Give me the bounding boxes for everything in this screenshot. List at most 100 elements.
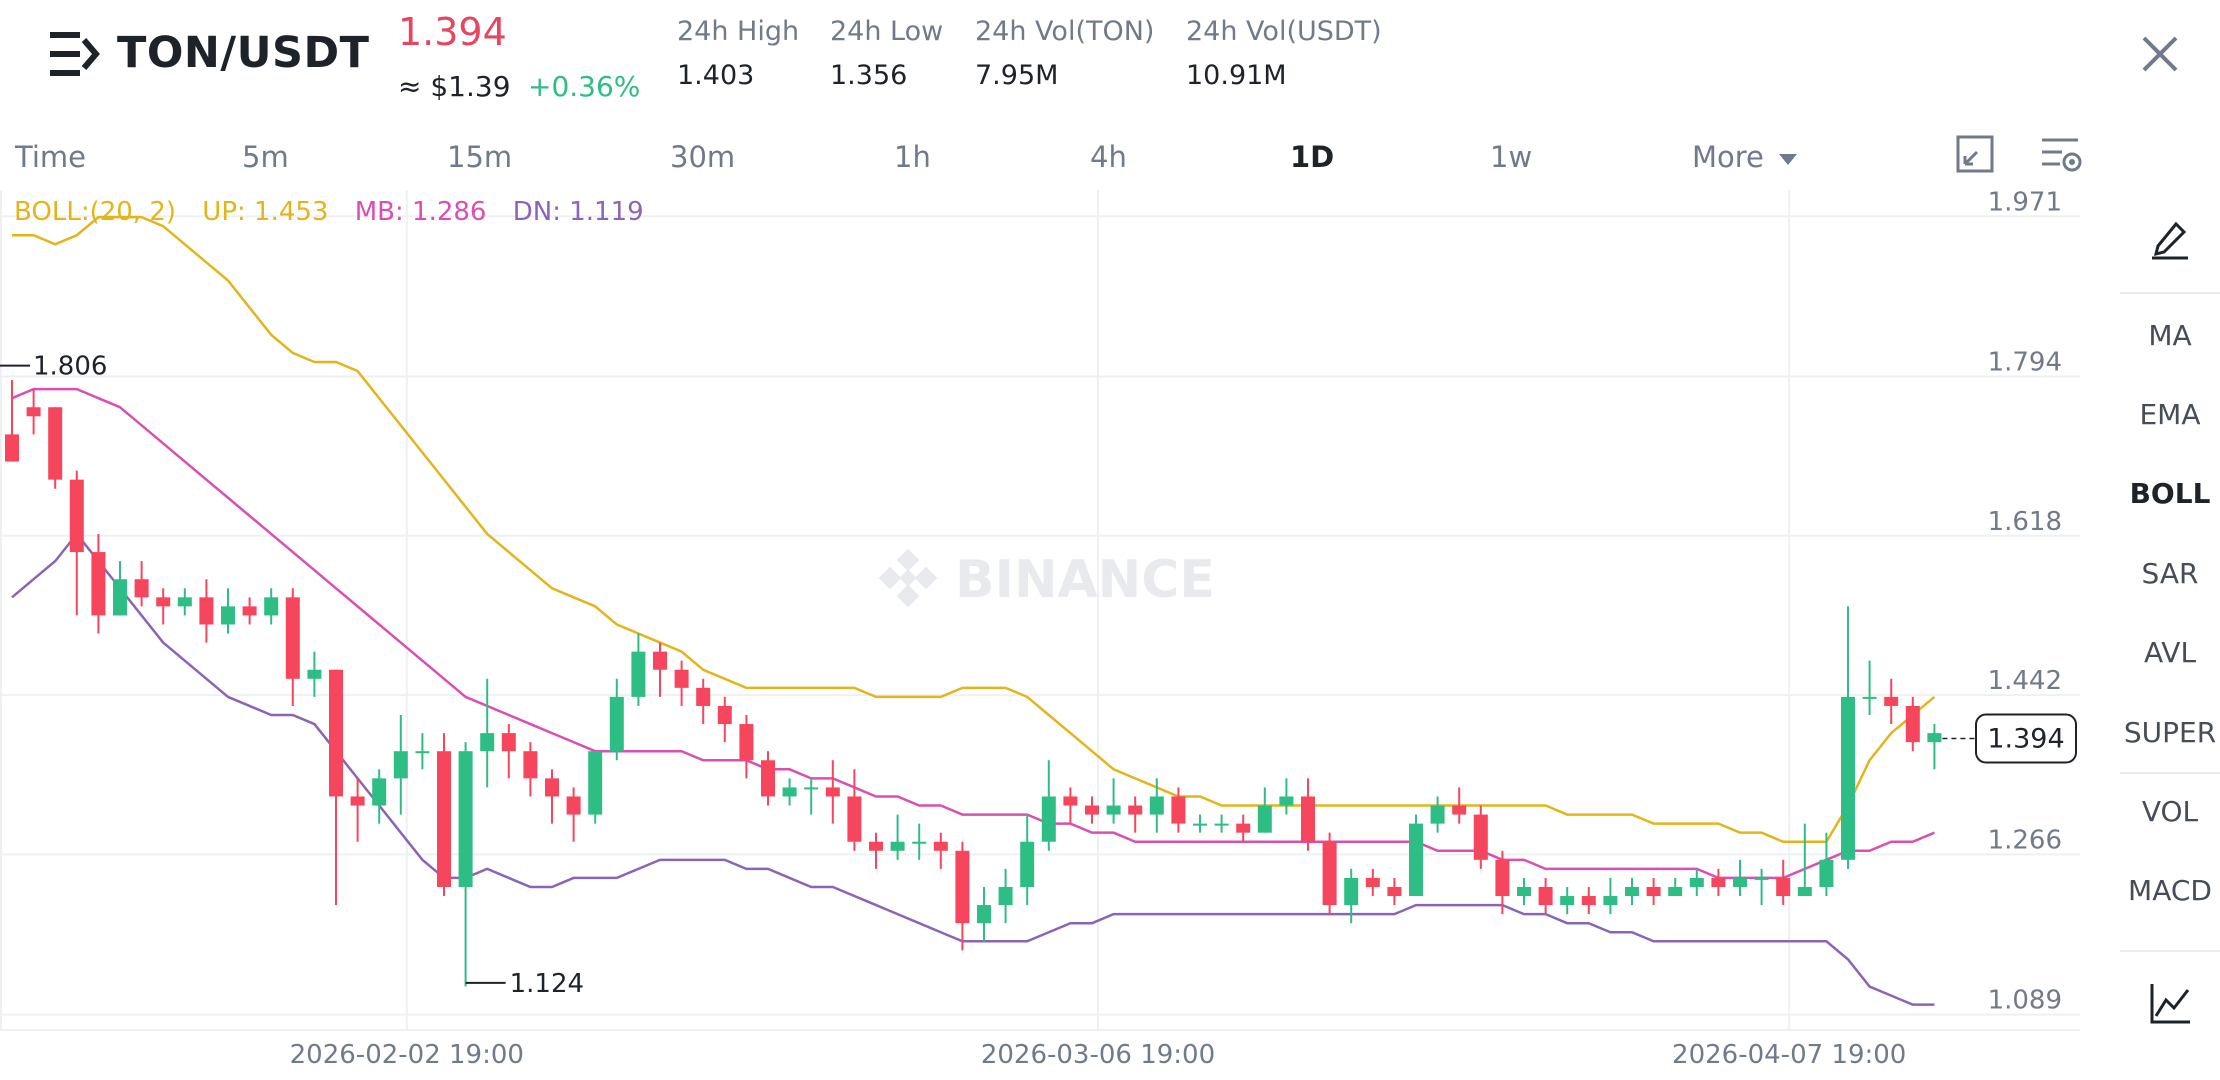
candle-body [912,841,927,844]
stat-label-24h-low: 24h Low [830,16,944,47]
candle-body [977,905,991,924]
boll-params: BOLL:(20, 2) [14,197,177,227]
candle-body [242,606,257,616]
candle-body [1862,696,1877,699]
y-axis-tick-label: 1.618 [1988,507,2062,537]
indicator-ema[interactable]: EMA [2139,398,2201,431]
candle-body [1668,886,1683,897]
candle-body [1517,886,1531,897]
candle-body [1279,796,1294,806]
panel-divider [2120,292,2220,294]
y-axis-tick-label: 1.266 [1988,825,2062,855]
draw-tool-icon[interactable] [2150,218,2190,260]
candle-body [1322,841,1337,906]
candle-body [696,687,711,706]
candle-body [1149,796,1164,815]
candle-body [5,434,19,462]
candle-body [199,597,214,625]
candle-body [1711,877,1726,887]
candle-body [631,651,646,697]
time-axis: 2026-02-02 19:00 2026-03-06 19:00 2026-04-… [290,1040,1907,1070]
candle-body [545,778,559,797]
candle-body [1430,805,1445,824]
current-price-tag-box [1975,713,2077,764]
candle-body [329,669,343,797]
boll-mb-value: MB: 1.286 [354,197,487,227]
candles [5,380,1942,987]
candle-body [307,669,322,679]
tab-5m[interactable]: 5m [242,140,289,174]
candle-body [1085,805,1099,815]
menu-icon[interactable] [50,32,100,76]
y-axis-tick-label: 1.971 [1988,190,2062,217]
candle-body [1819,859,1834,887]
indicator-ma[interactable]: MA [2148,319,2192,352]
candle-body [1776,877,1791,897]
indicator-boll[interactable]: BOLL [2129,477,2211,510]
tab-30m[interactable]: 30m [670,140,736,174]
candle-body [1236,823,1251,833]
candle-body [1884,696,1899,706]
stat-label-24h-vol-ton: 24h Vol(TON) [975,16,1155,47]
fullscreen-icon[interactable] [1955,134,1995,174]
tab-4h[interactable]: 4h [1090,140,1127,174]
candle-body [588,751,603,815]
candle-body [1257,805,1272,833]
candle-body [1171,796,1186,824]
price-axis: 1.971 1.794 1.618 1.442 1.266 1.089 [1988,190,2062,1016]
candle-body [1603,896,1618,906]
tab-1w[interactable]: 1w [1490,140,1533,174]
indicator-vol[interactable]: VOL [2141,795,2199,828]
candle-body [393,751,408,779]
candle-body [717,705,732,725]
candle-body [1344,877,1359,906]
candle-body [156,597,171,607]
candle-body [609,696,624,752]
candle-body [1538,886,1553,906]
candle-body [1797,886,1812,897]
candle-body [1733,877,1747,887]
price-markers: 1.806 1.124 1.394 [0,352,2077,999]
candle-body [501,733,516,752]
candle-body [1365,877,1380,887]
tab-more[interactable]: More [1692,140,1798,174]
indicator-macd[interactable]: MACD [2128,874,2212,907]
stat-value-24h-vol-ton: 7.95M [975,60,1059,91]
candle-body [1625,886,1639,897]
stat-label-24h-vol-usdt: 24h Vol(USDT) [1186,16,1382,47]
candle-body [1473,814,1488,860]
candle-body [1646,886,1661,897]
candle-body [955,850,970,924]
tab-15m[interactable]: 15m [447,140,513,174]
boll-mb-line [11,387,1935,880]
indicator-super[interactable]: SUPER [2123,716,2217,749]
approx-usd-price: ≈ $1.39 [398,70,511,103]
candle-body [998,886,1013,906]
candle-body [1193,823,1207,826]
indicator-avl[interactable]: AVL [2143,636,2197,669]
stat-label-24h-high: 24h High [677,16,800,47]
chart-settings-icon[interactable] [2040,134,2084,174]
caret-down-icon [1779,153,1798,165]
tab-1h[interactable]: 1h [894,140,931,174]
line-chart-icon[interactable] [2148,982,2192,1026]
candle-body [480,733,495,752]
close-icon[interactable] [2140,34,2180,74]
indicator-sar[interactable]: SAR [2141,557,2199,590]
candle-body [1106,805,1121,815]
tab-time[interactable]: Time [15,140,86,174]
candle-body [1387,886,1402,897]
candle-body [458,751,473,887]
x-axis-date-label: 2026-04-07 19:00 [1672,1040,1906,1070]
pair-title[interactable]: TON/USDT [117,28,370,78]
candle-body [566,796,581,815]
candle-body [1063,796,1078,806]
tab-more-label: More [1692,140,1764,174]
x-axis-date-label: 2026-03-06 19:00 [981,1040,1215,1070]
candle-body [26,407,41,417]
candle-body [1041,796,1056,842]
tab-1d[interactable]: 1D [1290,140,1335,174]
candle-body [1020,841,1035,887]
candle-body [869,841,883,851]
